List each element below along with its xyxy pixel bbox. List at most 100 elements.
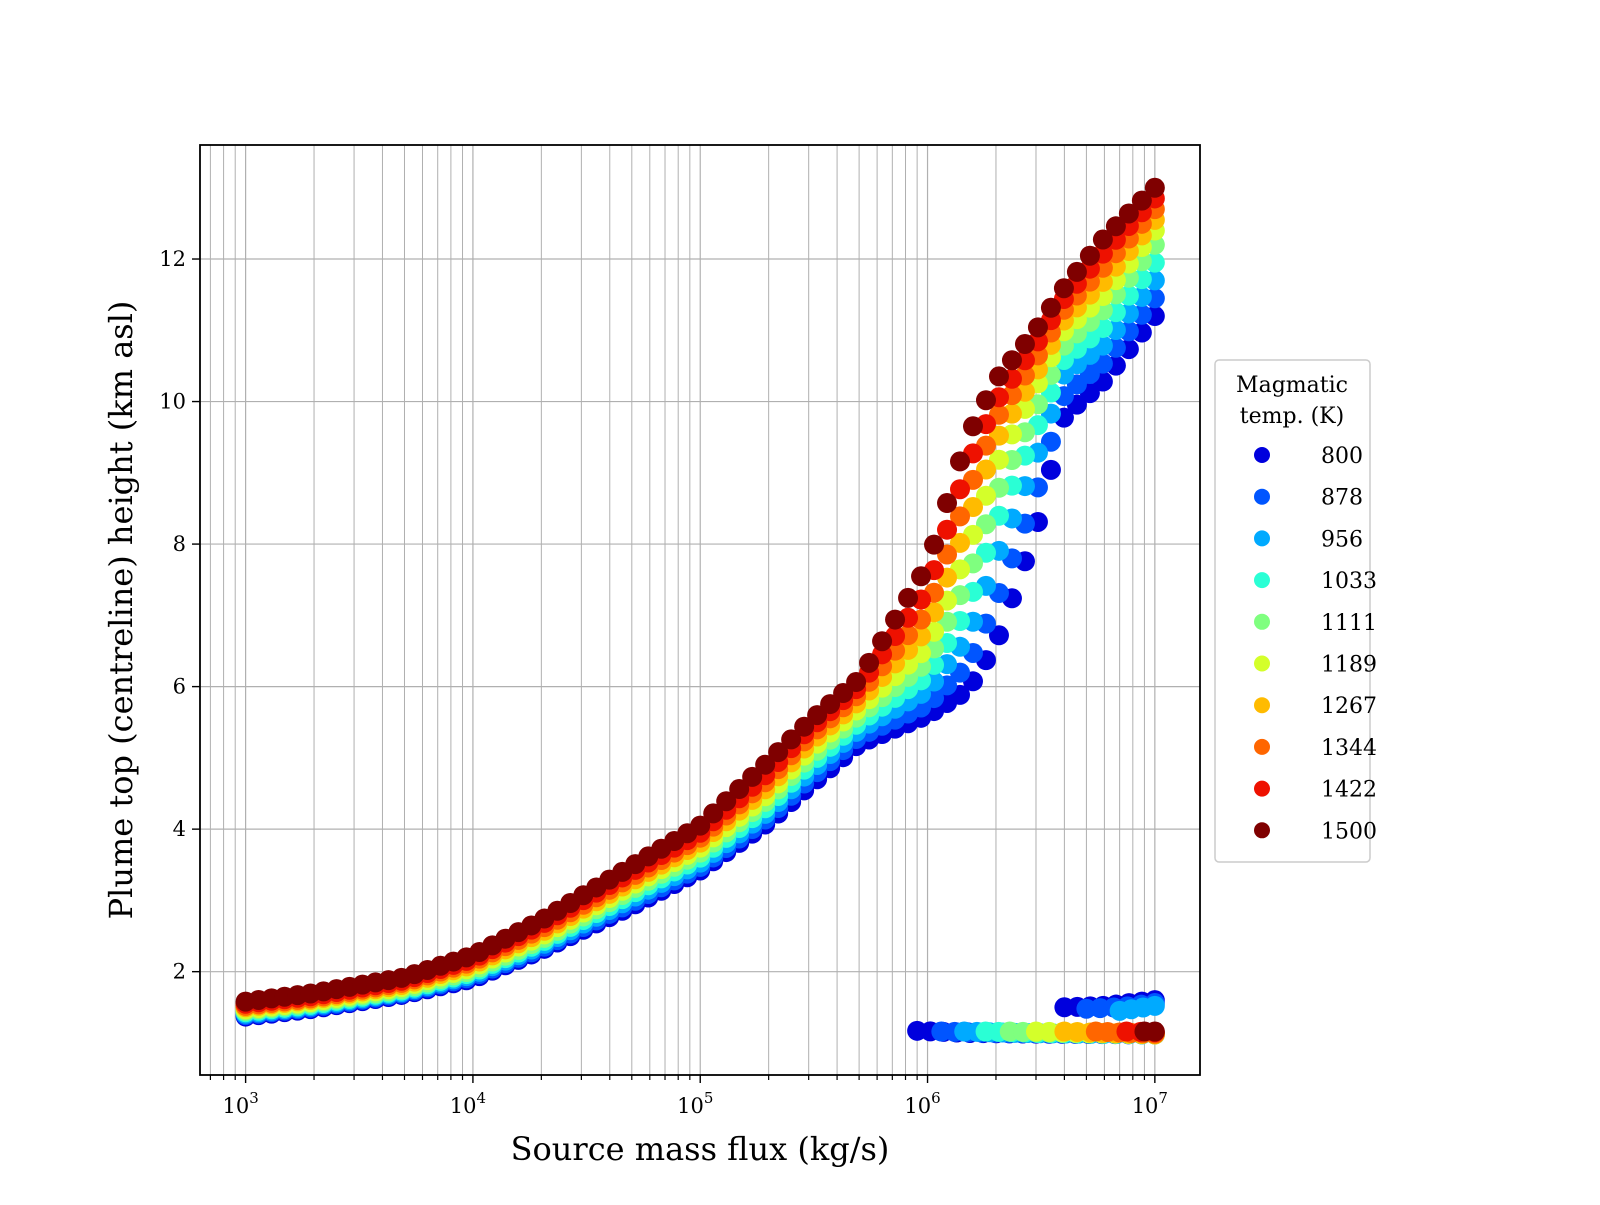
data-point [1092,229,1113,250]
data-point [988,366,1009,387]
legend-label: 1500 [1321,819,1377,844]
data-point [768,742,789,763]
data-point [1053,278,1074,299]
legend-marker [1254,655,1270,672]
legend-marker [1254,697,1270,714]
data-point [1040,297,1061,318]
y-tick-label: 10 [159,390,186,414]
data-point [1001,350,1022,371]
x-tick-label-base: 10 [677,1094,704,1118]
data-point [1066,261,1087,282]
legend-label: 800 [1321,444,1363,469]
data-point [703,803,724,824]
x-tick-label-exponent: 3 [249,1089,259,1107]
data-point [755,754,776,775]
x-tick-label: 105 [677,1089,713,1118]
data-point [1014,334,1035,355]
data-point [742,766,763,787]
legend-label: 1422 [1321,778,1377,803]
y-tick-label: 2 [173,960,186,984]
x-tick-label: 107 [1132,1089,1168,1118]
legend-entry: 1033 [1254,569,1377,594]
x-tick-label-exponent: 6 [931,1089,941,1107]
legend-title-line-1: Magmatic [1236,373,1348,398]
data-point [950,506,971,527]
legend-entry: 800 [1254,444,1363,469]
data-point [950,532,971,553]
data-point [911,566,932,587]
legend-title-line-2: temp. (K) [1240,404,1344,429]
legend-label: 1033 [1321,569,1377,594]
data-point [846,672,867,693]
data-point [950,451,971,472]
legend-label: 1267 [1321,694,1377,719]
legend-marker [1254,572,1270,589]
data-point [988,625,1009,646]
data-point-lower-branch [1116,1021,1137,1042]
data-point [1131,190,1152,211]
grid [200,145,1200,1075]
x-tick-label-base: 10 [450,1094,477,1118]
x-axis-title: Source mass flux (kg/s) [511,1130,890,1168]
data-point [975,390,996,411]
legend-label: 878 [1321,486,1363,511]
legend-marker [1254,780,1270,797]
series-1500 [235,177,1165,1042]
legend-entry: 1344 [1254,736,1377,761]
data-point [937,519,958,540]
x-tick-label-base: 10 [1132,1094,1159,1118]
y-axis-title: Plume top (centreline) height (km asl) [102,301,140,920]
data-point [885,609,906,630]
data-point [898,587,919,608]
legend-label: 1189 [1321,653,1377,678]
data-point [924,534,945,555]
data-point [729,779,750,800]
x-tick-label-base: 10 [222,1094,249,1118]
legend-entry: 1111 [1254,611,1377,636]
y-tick-label: 4 [173,817,186,841]
data-point-lower-branch [1144,1021,1165,1042]
data-point [781,729,802,750]
data-point [859,652,880,673]
legend-entry: 1267 [1254,694,1377,719]
legend-entry: 1500 [1254,819,1377,844]
legend-marker [1254,613,1270,630]
legend-entry: 1422 [1254,778,1377,803]
x-tick-label-base: 10 [904,1094,931,1118]
legend-frame [1214,359,1371,863]
legend-entry: 956 [1254,527,1363,552]
x-tick-label: 103 [222,1089,258,1118]
data-point [1105,216,1126,237]
data-point [1040,459,1061,480]
data-point [1144,177,1165,198]
data-point [1079,245,1100,266]
x-tick-label-exponent: 7 [1158,1089,1168,1107]
legend-entry: 1189 [1254,653,1377,678]
legend-marker [1254,530,1270,547]
x-tick-label-exponent: 5 [704,1089,714,1107]
y-tick-label: 8 [173,532,186,556]
legend-label: 956 [1321,527,1363,552]
legend-entries: 800 878 956 1033 1111 1189 1267 1344 1422 1500 [1254,444,1377,844]
data-points [235,177,1165,1045]
data-point [872,631,893,652]
data-point [1118,203,1139,224]
legend-label: 1344 [1321,736,1377,761]
data-point [975,485,996,506]
legend-marker [1254,488,1270,505]
data-point [937,493,958,514]
data-point [950,479,971,500]
data-point [794,716,815,737]
x-tick-label: 104 [450,1089,486,1118]
legend-marker [1254,447,1270,463]
legend-label: 1111 [1321,611,1377,636]
data-point [716,791,737,812]
y-tick-label: 6 [173,675,186,699]
x-tick-label: 106 [904,1089,940,1118]
y-tick-label: 12 [159,247,186,271]
x-tick-label-exponent: 4 [477,1089,487,1107]
legend-marker [1254,822,1270,839]
